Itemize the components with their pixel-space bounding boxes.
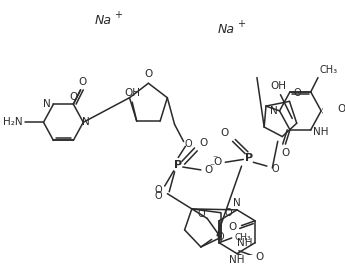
Text: ⁻: ⁻: [212, 155, 217, 164]
Text: N: N: [270, 106, 278, 116]
Text: O: O: [281, 148, 289, 158]
Text: NH: NH: [237, 238, 252, 248]
Text: +: +: [114, 10, 122, 20]
Text: O: O: [154, 191, 162, 201]
Text: O: O: [78, 77, 87, 87]
Text: O: O: [69, 92, 78, 102]
Text: H₂N: H₂N: [3, 117, 23, 127]
Text: N: N: [233, 198, 241, 208]
Text: O: O: [154, 185, 162, 195]
Text: OH: OH: [124, 88, 140, 98]
Text: O: O: [221, 128, 229, 139]
Text: NH: NH: [229, 255, 245, 265]
Text: N: N: [43, 99, 51, 109]
Text: N: N: [82, 117, 90, 127]
Text: O: O: [216, 232, 224, 243]
Text: Na: Na: [218, 23, 235, 36]
Text: O: O: [214, 157, 222, 167]
Text: +: +: [237, 19, 245, 29]
Text: O: O: [293, 88, 301, 98]
Text: O: O: [205, 165, 213, 175]
Text: O: O: [255, 252, 263, 263]
Text: NH: NH: [313, 127, 328, 137]
Text: O: O: [272, 164, 279, 174]
Text: Na: Na: [95, 14, 112, 27]
Text: O: O: [144, 69, 152, 80]
Text: O: O: [224, 208, 232, 218]
Text: O: O: [199, 138, 207, 148]
Text: O: O: [337, 104, 345, 114]
Text: O: O: [185, 139, 192, 149]
Text: O: O: [229, 222, 237, 231]
Text: OH: OH: [270, 81, 287, 91]
Text: CH₃: CH₃: [320, 65, 338, 75]
Text: O: O: [198, 209, 205, 219]
Text: ⁻: ⁻: [209, 162, 214, 172]
Text: P: P: [245, 153, 253, 164]
Text: P: P: [174, 160, 182, 170]
Text: CH₃: CH₃: [234, 234, 251, 242]
